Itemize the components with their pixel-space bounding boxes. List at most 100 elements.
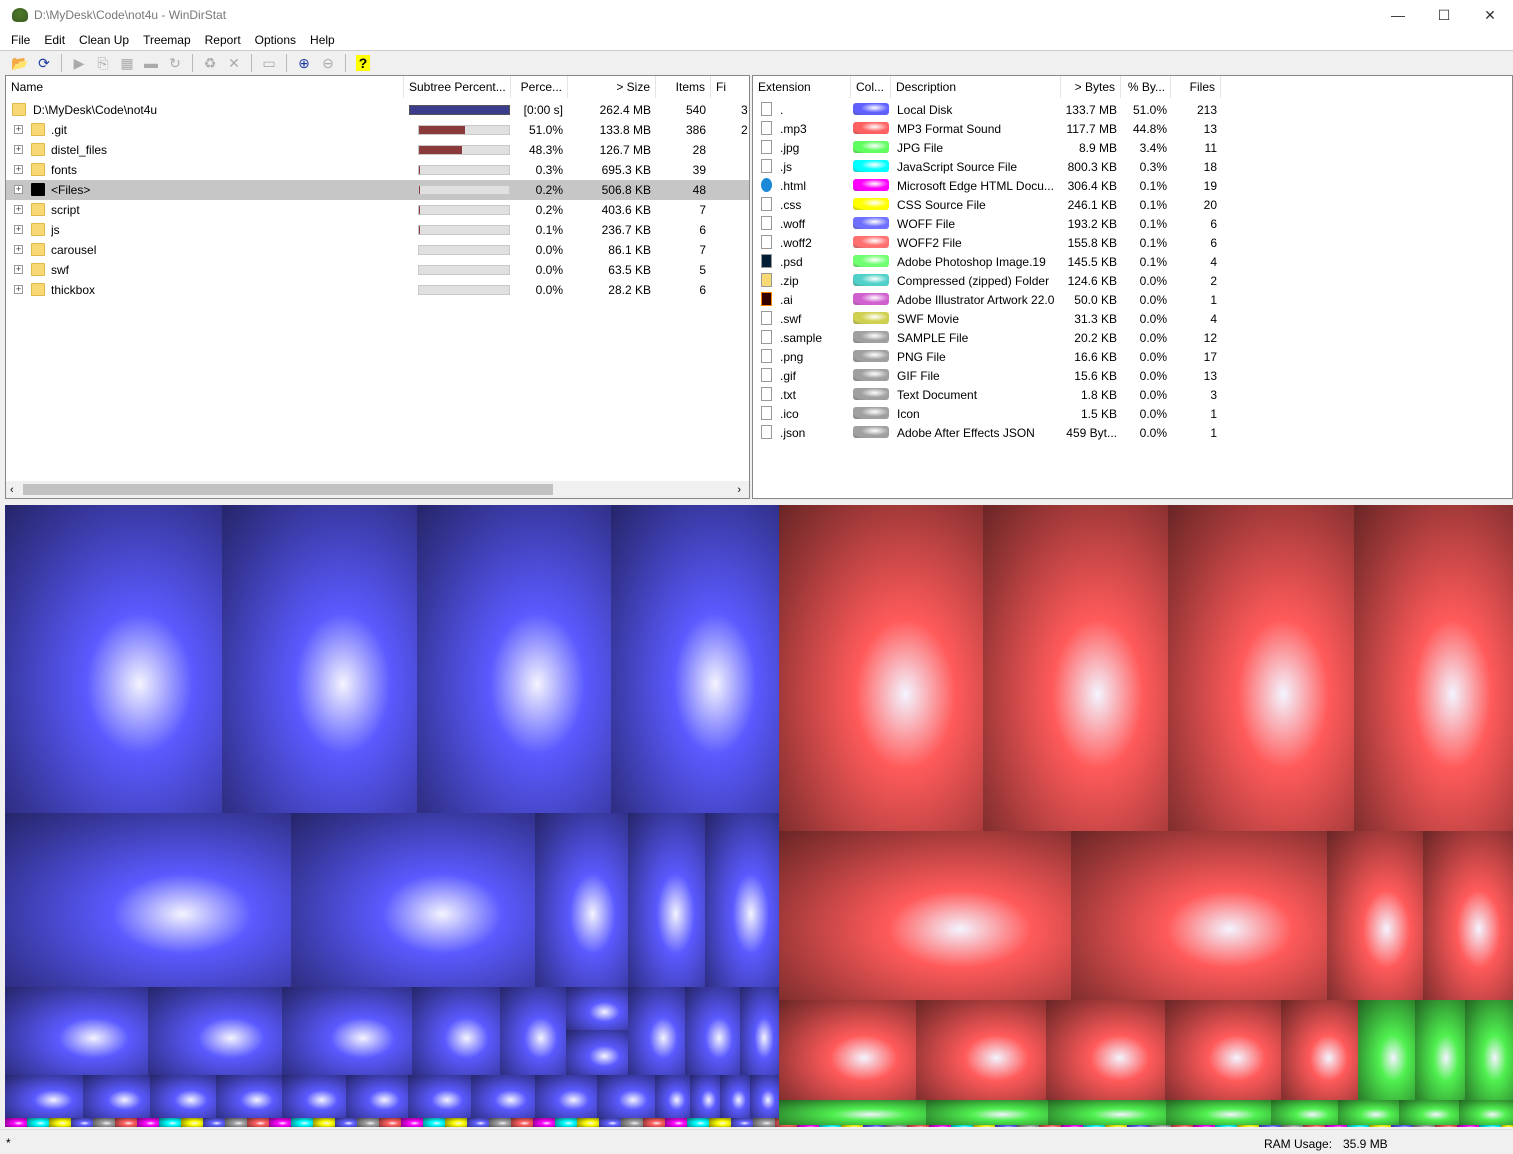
- explorer-button[interactable]: ▦: [117, 53, 137, 73]
- treemap-tile-small-file[interactable]: [687, 1118, 709, 1127]
- treemap-tile-disk[interactable]: [417, 505, 611, 813]
- extension-row[interactable]: .ai Adobe Illustrator Artwork 22.0 50.0 KB…: [753, 290, 1512, 309]
- treemap-tile-disk[interactable]: [690, 1075, 720, 1118]
- treemap-tile-small-file[interactable]: [313, 1118, 335, 1127]
- treemap-tile-small-file[interactable]: [1083, 1125, 1105, 1127]
- treemap-tile-disk[interactable]: [740, 987, 779, 1075]
- treemap-tile-small-file[interactable]: [1171, 1125, 1193, 1127]
- treemap-tile-disk[interactable]: [282, 987, 412, 1075]
- tree-row[interactable]: + script 0.2% 403.6 KB 7: [6, 200, 749, 220]
- treemap-tile-small-file[interactable]: [1281, 1125, 1303, 1127]
- expand-toggle[interactable]: +: [14, 284, 23, 294]
- treemap-tile-disk[interactable]: [216, 1075, 282, 1118]
- treemap-tile-small-file[interactable]: [621, 1118, 643, 1127]
- treemap-tile-jpg[interactable]: [1048, 1100, 1166, 1125]
- treemap-tile-small-file[interactable]: [291, 1118, 313, 1127]
- extension-list[interactable]: Extension Col... Description > Bytes% By...…: [752, 75, 1513, 499]
- extension-row[interactable]: .zip Compressed (zipped) Folder 124.6 KB 0.…: [753, 271, 1512, 290]
- column-header-5[interactable]: Fi: [711, 76, 749, 98]
- treemap-tile-small-file[interactable]: [555, 1118, 577, 1127]
- open-button[interactable]: 📂: [10, 53, 30, 73]
- treemap-tile-small-file[interactable]: [885, 1125, 907, 1127]
- menu-treemap[interactable]: Treemap: [143, 33, 191, 47]
- zoom-in-button[interactable]: ⊕: [294, 53, 314, 73]
- extension-row[interactable]: .gif GIF File 15.6 KB 0.0% 13: [753, 366, 1512, 385]
- treemap-tile-mp3[interactable]: [1046, 1000, 1165, 1100]
- treemap-tile-small-file[interactable]: [93, 1118, 115, 1127]
- extension-row[interactable]: .sample SAMPLE File 20.2 KB 0.0% 12: [753, 328, 1512, 347]
- treemap-tile-small-file[interactable]: [665, 1118, 687, 1127]
- treemap-tile-small-file[interactable]: [1105, 1125, 1127, 1127]
- treemap-tile-disk[interactable]: [5, 813, 291, 987]
- expand-toggle[interactable]: +: [14, 164, 23, 174]
- tree-row[interactable]: + swf 0.0% 63.5 KB 5: [6, 260, 749, 280]
- play-button[interactable]: ▶: [69, 53, 89, 73]
- treemap-tile-small-file[interactable]: [995, 1125, 1017, 1127]
- copy-button[interactable]: ⎘: [93, 53, 113, 73]
- treemap-tile-small-file[interactable]: [1325, 1125, 1347, 1127]
- treemap-tile-small-file[interactable]: [1501, 1125, 1513, 1127]
- tree-row[interactable]: + js 0.1% 236.7 KB 6: [6, 220, 749, 240]
- treemap-tile-disk[interactable]: [628, 987, 685, 1075]
- treemap-tile-mp3[interactable]: [916, 1000, 1046, 1100]
- treemap-tile-small-file[interactable]: [115, 1118, 137, 1127]
- treemap-tile-small-file[interactable]: [357, 1118, 379, 1127]
- extension-row[interactable]: .png PNG File 16.6 KB 0.0% 17: [753, 347, 1512, 366]
- treemap-tile-small-file[interactable]: [907, 1125, 929, 1127]
- column-header-3[interactable]: > Size: [568, 76, 656, 98]
- treemap-tile-disk[interactable]: [535, 1075, 597, 1118]
- treemap-tile-mp3[interactable]: [983, 505, 1168, 831]
- treemap-tile-disk[interactable]: [750, 1075, 779, 1118]
- treemap-tile-mp3[interactable]: [1327, 831, 1423, 1000]
- treemap-tile-small-file[interactable]: [1193, 1125, 1215, 1127]
- treemap-tile-disk[interactable]: [566, 1030, 628, 1075]
- expand-toggle[interactable]: +: [14, 184, 23, 194]
- treemap-tile-disk[interactable]: [720, 1075, 750, 1118]
- treemap-tile-small-file[interactable]: [203, 1118, 225, 1127]
- treemap-tile-small-file[interactable]: [423, 1118, 445, 1127]
- treemap-tile-jpg[interactable]: [1271, 1100, 1338, 1125]
- menu-clean-up[interactable]: Clean Up: [79, 33, 130, 47]
- treemap-tile-small-file[interactable]: [973, 1125, 995, 1127]
- extension-row[interactable]: .swf SWF Movie 31.3 KB 0.0% 4: [753, 309, 1512, 328]
- treemap-tile-small-file[interactable]: [863, 1125, 885, 1127]
- column-header-4[interactable]: Items: [656, 76, 711, 98]
- tree-row[interactable]: + <Files> 0.2% 506.8 KB 48: [6, 180, 749, 200]
- treemap-tile-disk[interactable]: [282, 1075, 346, 1118]
- treemap-tile-disk[interactable]: [611, 505, 779, 813]
- treemap-tile-small-file[interactable]: [841, 1125, 863, 1127]
- treemap-tile-small-file[interactable]: [71, 1118, 93, 1127]
- treemap-tile-jpg[interactable]: [1338, 1100, 1399, 1125]
- treemap-tile-disk[interactable]: [346, 1075, 408, 1118]
- treemap-tile-disk[interactable]: [628, 813, 705, 987]
- treemap-tile-mp3[interactable]: [1281, 1000, 1358, 1100]
- extension-row[interactable]: .txt Text Document 1.8 KB 0.0% 3: [753, 385, 1512, 404]
- treemap-tile-small-file[interactable]: [709, 1118, 731, 1127]
- treemap-tile-small-file[interactable]: [225, 1118, 247, 1127]
- treemap-tile-mp3[interactable]: [1354, 505, 1513, 831]
- treemap-tile-mp3[interactable]: [1071, 831, 1327, 1000]
- treemap-tile-disk[interactable]: [148, 987, 282, 1075]
- treemap-tile-small-file[interactable]: [445, 1118, 467, 1127]
- treemap-tile-small-file[interactable]: [1479, 1125, 1501, 1127]
- treemap-tile-jpg[interactable]: [1415, 1000, 1465, 1100]
- extension-row[interactable]: . Local Disk 133.7 MB 51.0% 213: [753, 100, 1512, 119]
- treemap-tile-jpg[interactable]: [779, 1100, 926, 1125]
- treemap-tile-small-file[interactable]: [511, 1118, 533, 1127]
- menu-help[interactable]: Help: [310, 33, 335, 47]
- command-prompt-button[interactable]: ▬: [141, 53, 161, 73]
- treemap-tile-disk[interactable]: [291, 813, 535, 987]
- treemap-tile-disk[interactable]: [150, 1075, 216, 1118]
- scrollbar-thumb[interactable]: [23, 484, 553, 495]
- treemap-tile-disk[interactable]: [408, 1075, 471, 1118]
- treemap-tile-mp3[interactable]: [779, 505, 983, 831]
- horizontal-scrollbar[interactable]: ‹ ›: [6, 481, 749, 498]
- treemap-tile-mp3[interactable]: [1423, 831, 1513, 1000]
- refresh-button[interactable]: ⟳: [34, 53, 54, 73]
- treemap-tile-disk[interactable]: [471, 1075, 535, 1118]
- extension-row[interactable]: .woff WOFF File 193.2 KB 0.1% 6: [753, 214, 1512, 233]
- treemap-tile-mp3[interactable]: [779, 831, 1071, 1000]
- treemap-tile-small-file[interactable]: [467, 1118, 489, 1127]
- treemap-tile-small-file[interactable]: [1391, 1125, 1413, 1127]
- refresh-selected-button[interactable]: ↻: [165, 53, 185, 73]
